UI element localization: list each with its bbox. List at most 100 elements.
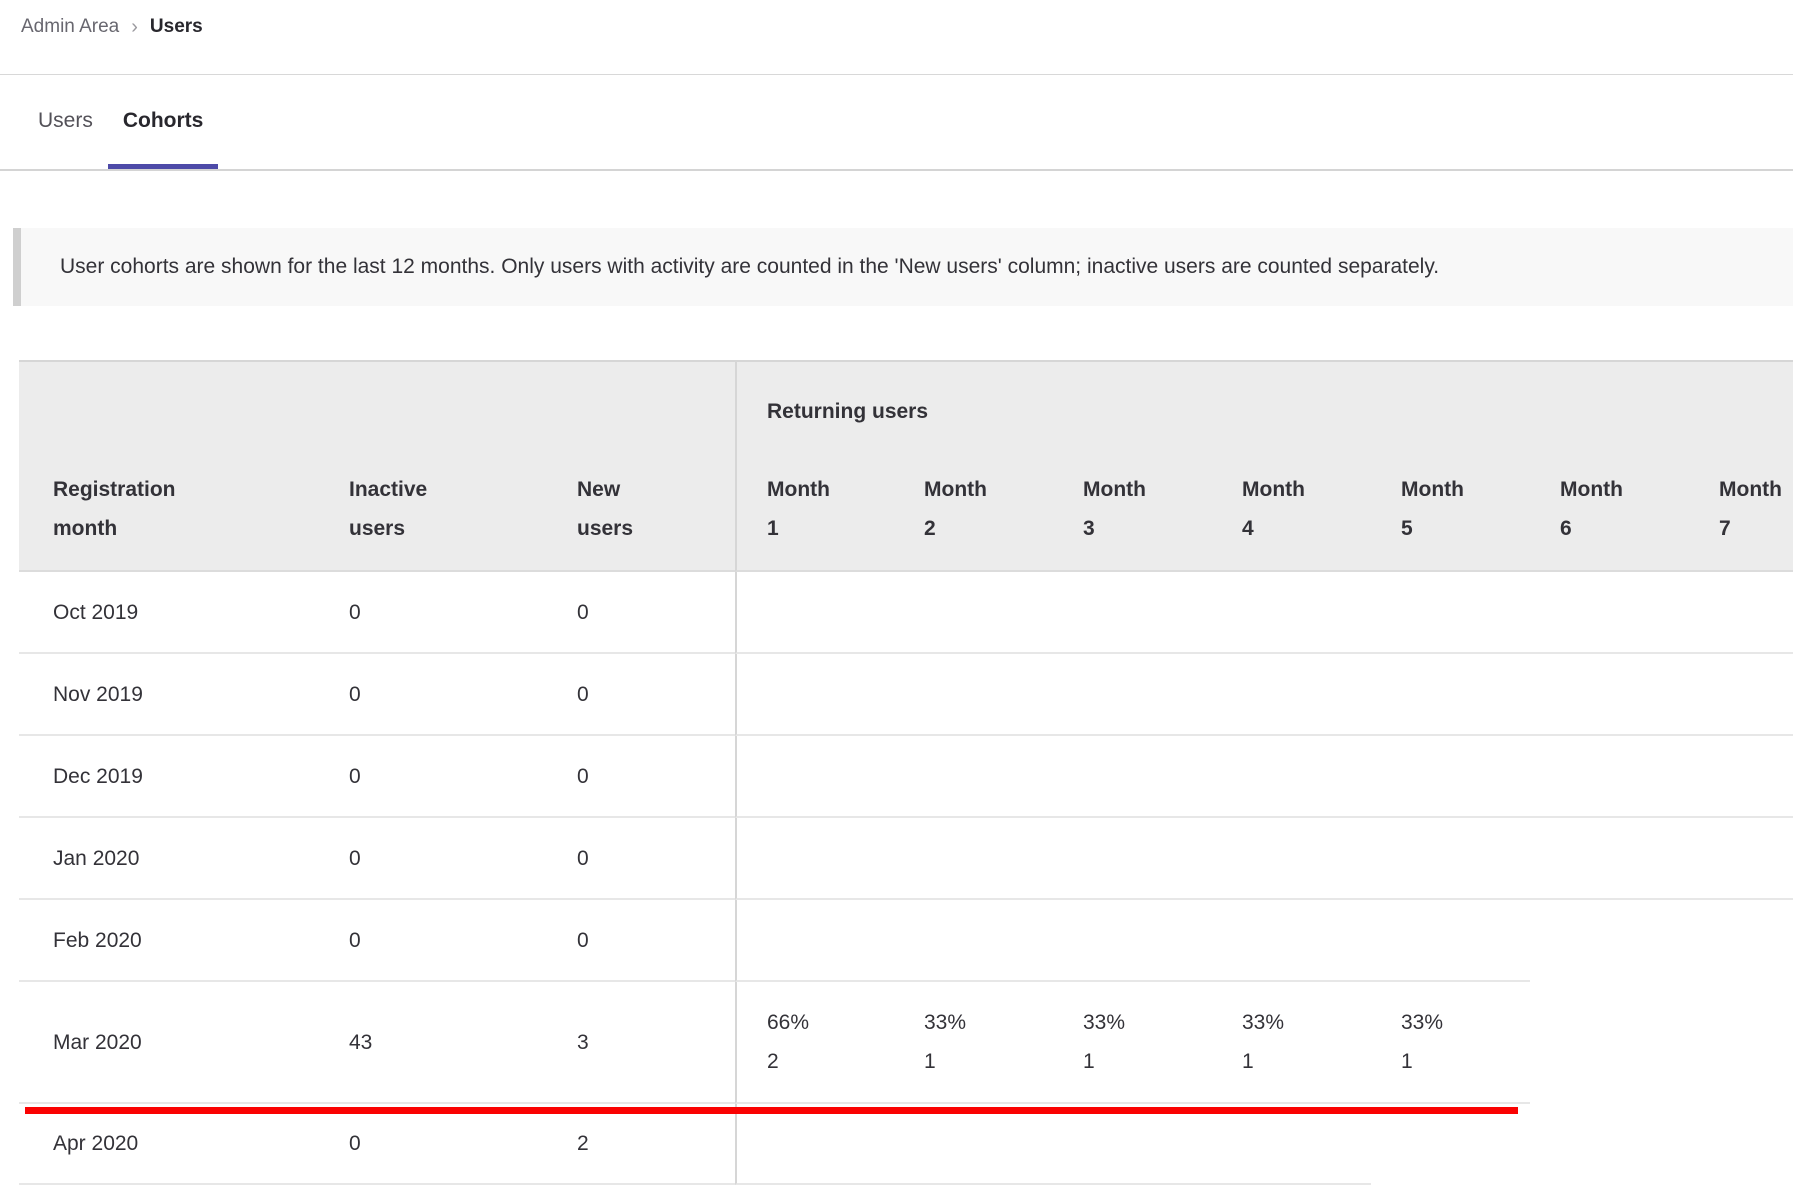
col-header-month-1: Month 1 xyxy=(735,440,894,572)
cell-month-1 xyxy=(735,818,894,900)
breadcrumb-link-admin-area[interactable]: Admin Area xyxy=(21,16,120,37)
cell-month-3 xyxy=(1053,736,1212,818)
cell-inactive-users: 0 xyxy=(345,572,573,654)
cell-month-5 xyxy=(1371,818,1530,900)
table-row-jan-2020: Jan 2020 0 0 xyxy=(19,818,1793,900)
cell-inactive-users: 0 xyxy=(345,1104,573,1185)
cell-month-6 xyxy=(1530,736,1689,818)
cell-month-4 xyxy=(1212,736,1371,818)
cell-month-6 xyxy=(1530,900,1689,982)
col-header-month-5: Month 5 xyxy=(1371,440,1530,572)
table-group-header-row: Returning users xyxy=(19,360,1793,440)
cell-month-1 xyxy=(735,654,894,736)
chevron-right-icon: › xyxy=(131,16,138,38)
cell-month-6 xyxy=(1530,1104,1689,1185)
cell-month-1 xyxy=(735,572,894,654)
cell-month-1 xyxy=(735,736,894,818)
cell-month-7 xyxy=(1689,1104,1793,1185)
cell-month-3: 33% 1 xyxy=(1053,982,1212,1104)
cell-month-3 xyxy=(1053,1104,1212,1185)
table-row-feb-2020: Feb 2020 0 0 xyxy=(19,900,1793,982)
cell-month-2 xyxy=(894,654,1053,736)
cell-month-5 xyxy=(1371,900,1530,982)
cell-registration-month: Apr 2020 xyxy=(19,1104,345,1185)
cell-month-4 xyxy=(1212,1104,1371,1185)
cell-inactive-users: 43 xyxy=(345,982,573,1104)
cell-month-5 xyxy=(1371,654,1530,736)
cell-month-1: 66% 2 xyxy=(735,982,894,1104)
cell-month-2 xyxy=(894,736,1053,818)
cell-new-users: 0 xyxy=(573,572,735,654)
cell-new-users: 0 xyxy=(573,900,735,982)
cell-month-7 xyxy=(1689,572,1793,654)
tab-users[interactable]: Users xyxy=(38,109,93,132)
table-row-mar-2020: Mar 2020 43 3 66% 2 33% 1 33% 1 33% 1 33… xyxy=(19,982,1793,1104)
cohorts-table-container: Returning users Registration month Inact… xyxy=(19,360,1793,1185)
cell-month-2 xyxy=(894,1104,1053,1185)
cell-new-users: 0 xyxy=(573,818,735,900)
cell-month-7 xyxy=(1689,654,1793,736)
cell-new-users: 0 xyxy=(573,654,735,736)
table-row-dec-2019: Dec 2019 0 0 xyxy=(19,736,1793,818)
breadcrumb: Admin Area › Users xyxy=(0,0,1793,75)
col-header-registration-month: Registration month xyxy=(19,440,345,572)
cell-month-7 xyxy=(1689,982,1793,1104)
cell-month-7 xyxy=(1689,818,1793,900)
cell-month-6 xyxy=(1530,572,1689,654)
col-header-month-3: Month 3 xyxy=(1053,440,1212,572)
cell-month-2 xyxy=(894,818,1053,900)
cell-month-3 xyxy=(1053,818,1212,900)
tab-bar: Users Cohorts xyxy=(0,75,1793,171)
cell-new-users: 3 xyxy=(573,982,735,1104)
group-header-spacer xyxy=(19,360,735,440)
cell-month-1 xyxy=(735,1104,894,1185)
cell-month-5 xyxy=(1371,572,1530,654)
cell-month-5: 33% 1 xyxy=(1371,982,1530,1104)
col-header-new-users: New users xyxy=(573,440,735,572)
cohorts-info-banner: User cohorts are shown for the last 12 m… xyxy=(13,228,1793,306)
tab-cohorts[interactable]: Cohorts xyxy=(107,75,219,169)
cell-registration-month: Jan 2020 xyxy=(19,818,345,900)
cell-month-6 xyxy=(1530,818,1689,900)
cell-month-5 xyxy=(1371,1104,1530,1185)
col-header-month-2: Month 2 xyxy=(894,440,1053,572)
cell-month-5 xyxy=(1371,736,1530,818)
cell-month-4 xyxy=(1212,654,1371,736)
cohorts-info-text: User cohorts are shown for the last 12 m… xyxy=(60,255,1440,278)
cell-month-7 xyxy=(1689,736,1793,818)
cell-month-2: 33% 1 xyxy=(894,982,1053,1104)
col-header-month-6: Month 6 xyxy=(1530,440,1689,572)
breadcrumb-current-users: Users xyxy=(149,16,203,37)
cell-month-4 xyxy=(1212,900,1371,982)
cell-registration-month: Nov 2019 xyxy=(19,654,345,736)
cell-month-2 xyxy=(894,572,1053,654)
cell-month-6 xyxy=(1530,982,1689,1104)
cell-month-4: 33% 1 xyxy=(1212,982,1371,1104)
cell-registration-month: Oct 2019 xyxy=(19,572,345,654)
cell-registration-month: Feb 2020 xyxy=(19,900,345,982)
table-header-row: Registration month Inactive users New us… xyxy=(19,440,1793,572)
cell-month-1 xyxy=(735,900,894,982)
cell-inactive-users: 0 xyxy=(345,654,573,736)
col-header-inactive-users: Inactive users xyxy=(345,440,573,572)
cell-registration-month: Mar 2020 xyxy=(19,982,345,1104)
cell-inactive-users: 0 xyxy=(345,900,573,982)
cell-month-4 xyxy=(1212,572,1371,654)
cell-new-users: 2 xyxy=(573,1104,735,1185)
cohorts-table: Returning users Registration month Inact… xyxy=(19,360,1793,1185)
table-row-apr-2020: Apr 2020 0 2 xyxy=(19,1104,1793,1185)
cell-month-3 xyxy=(1053,654,1212,736)
cell-month-3 xyxy=(1053,900,1212,982)
cell-new-users: 0 xyxy=(573,736,735,818)
col-header-month-7: Month 7 xyxy=(1689,440,1793,572)
cell-month-4 xyxy=(1212,818,1371,900)
cell-inactive-users: 0 xyxy=(345,736,573,818)
returning-users-group-header: Returning users xyxy=(735,360,1793,440)
red-underline-annotation xyxy=(25,1107,1518,1114)
cell-registration-month: Dec 2019 xyxy=(19,736,345,818)
table-row-nov-2019: Nov 2019 0 0 xyxy=(19,654,1793,736)
table-row-oct-2019: Oct 2019 0 0 xyxy=(19,572,1793,654)
cell-month-6 xyxy=(1530,654,1689,736)
col-header-month-4: Month 4 xyxy=(1212,440,1371,572)
cell-month-7 xyxy=(1689,900,1793,982)
